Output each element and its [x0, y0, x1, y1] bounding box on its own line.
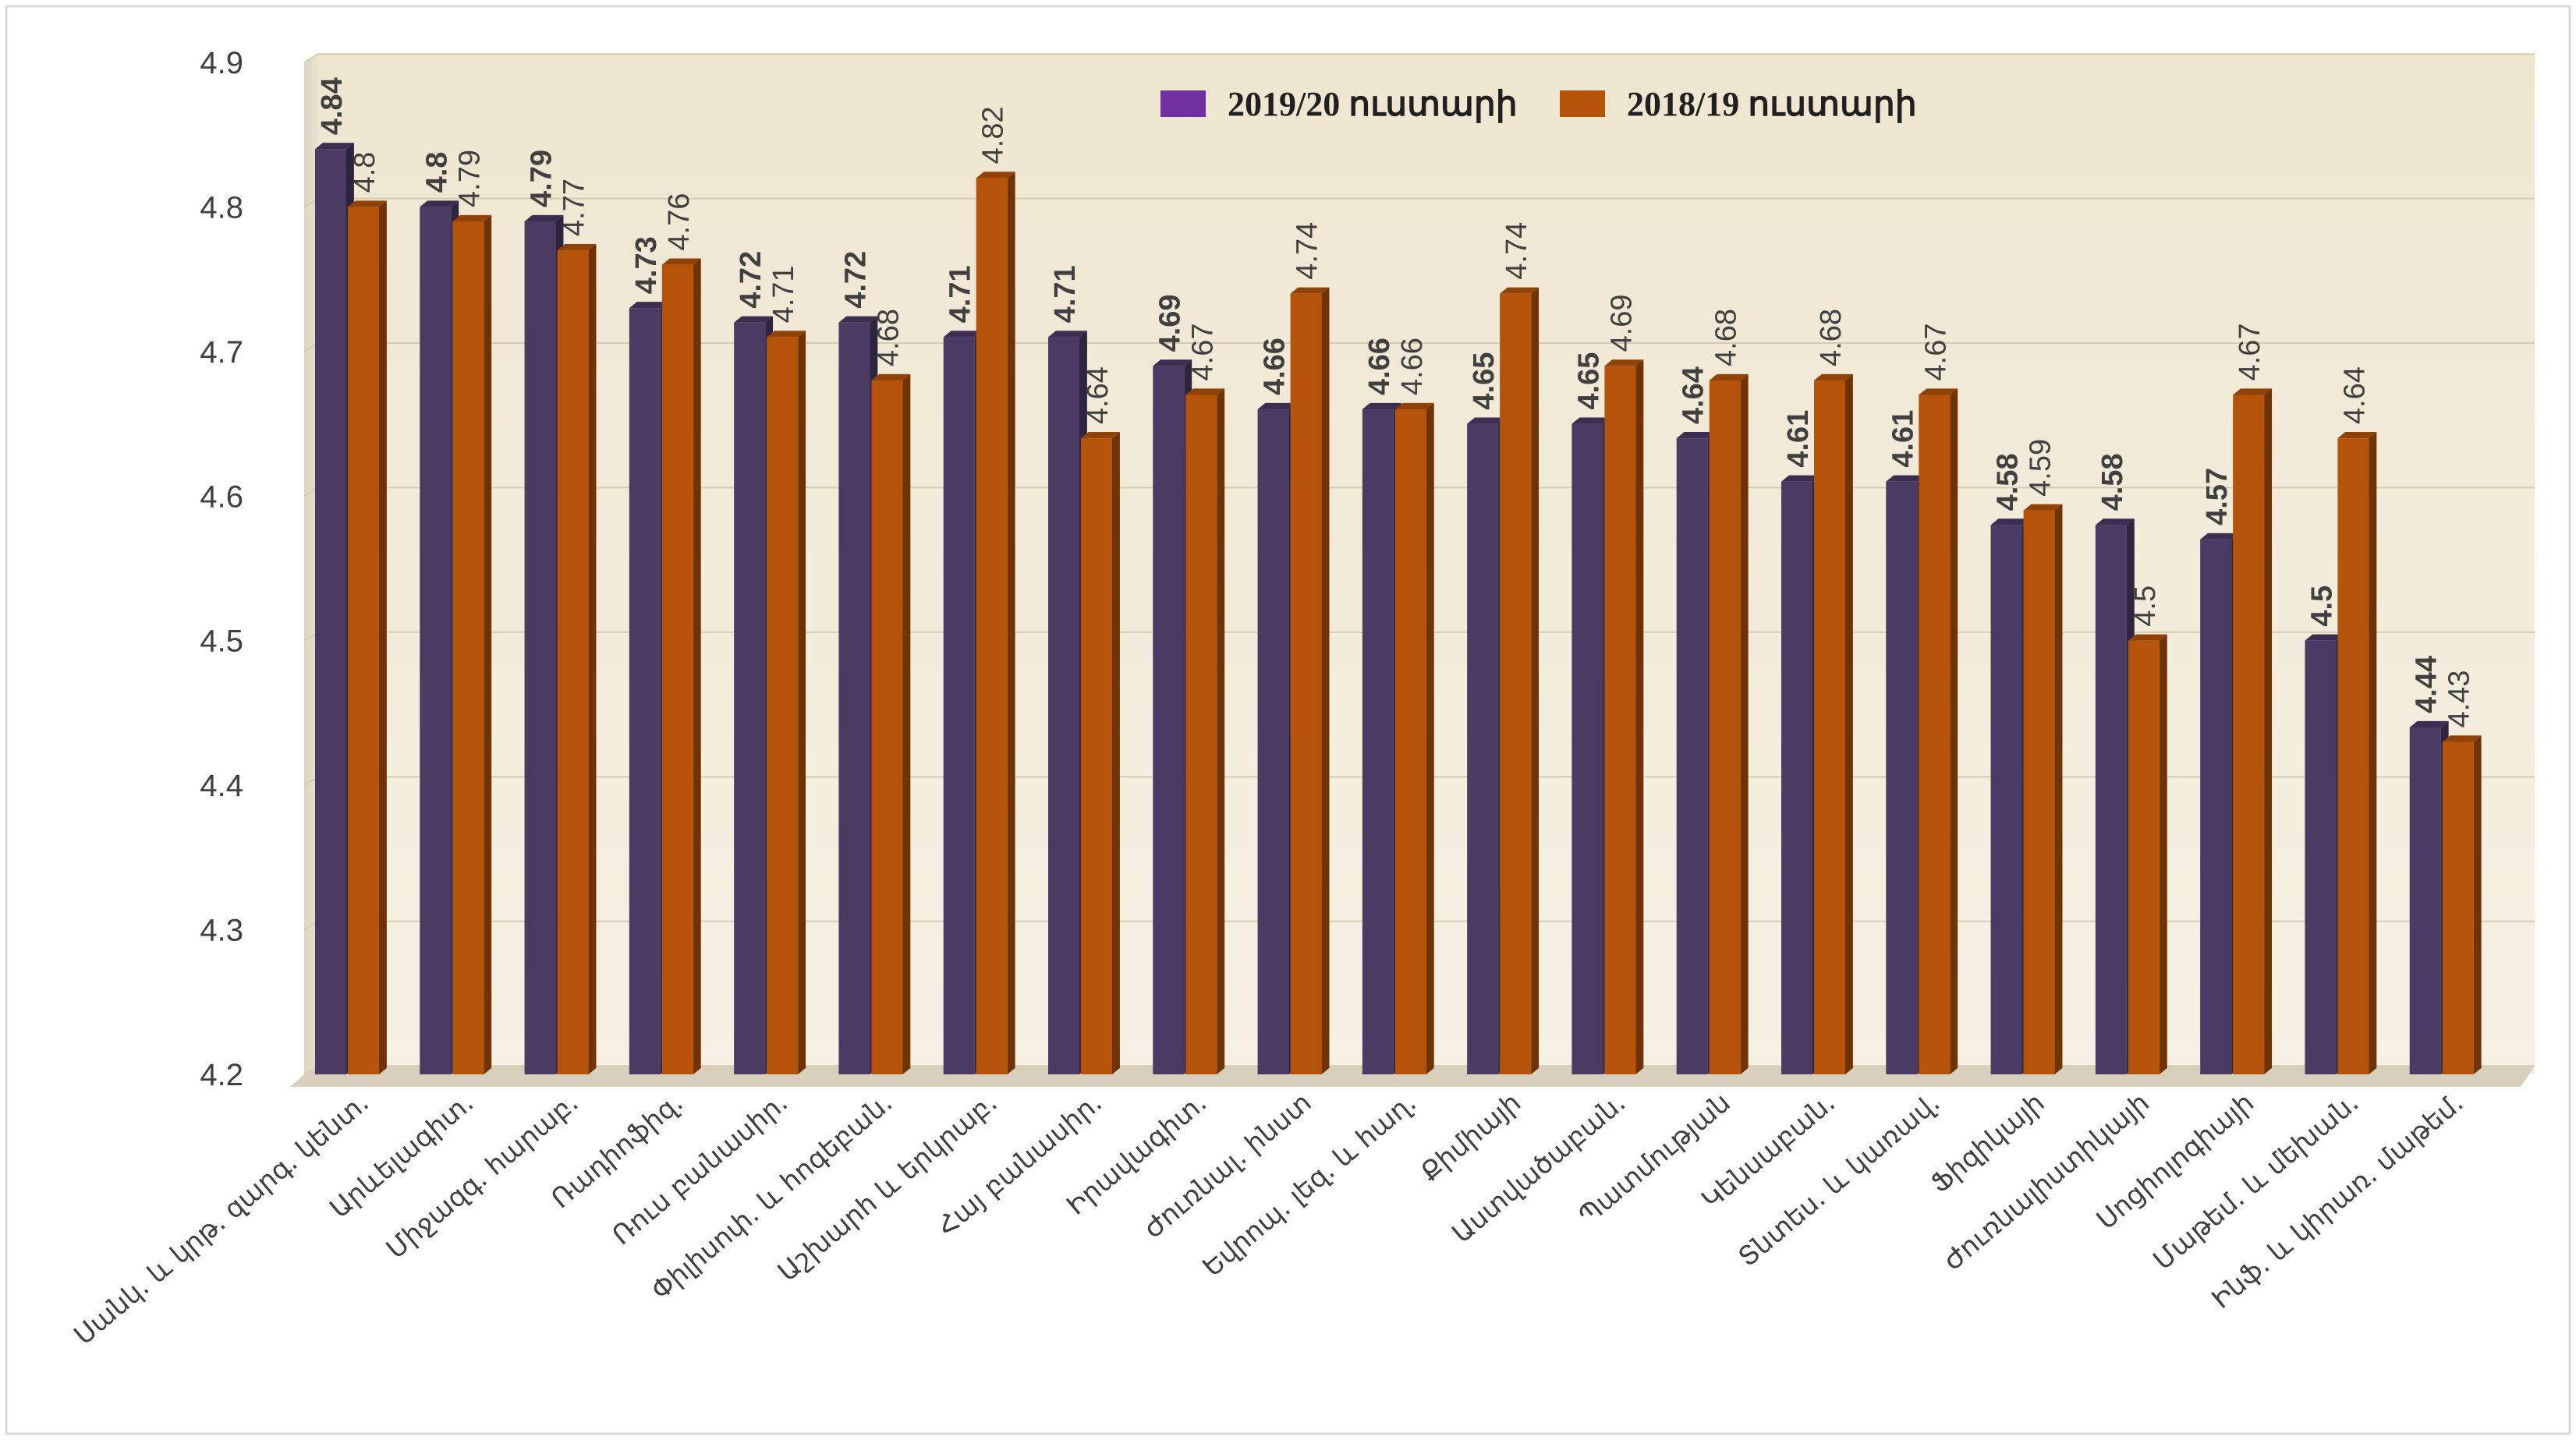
value-label: 4.64: [1678, 366, 1710, 424]
value-label: 4.76: [663, 193, 696, 251]
bar: [348, 200, 387, 1074]
y-tick-label: 4.8: [200, 190, 243, 225]
value-label: 4.5: [2305, 586, 2338, 627]
value-label: 4.65: [1468, 352, 1501, 410]
value-label: 4.84: [316, 77, 349, 135]
y-tick-label: 4.6: [200, 479, 243, 514]
value-label: 4.5: [2129, 586, 2162, 627]
y-tick-label: 4.3: [200, 914, 243, 948]
legend-swatch: [1160, 90, 1206, 117]
value-label: 4.66: [1396, 338, 1429, 395]
y-axis: 4.2 4.3 4.4 4.5 4.6 4.7 4.8 4.9: [200, 46, 243, 1092]
value-label: 4.64: [2338, 366, 2371, 424]
value-label: 4.71: [944, 265, 977, 323]
value-label: 4.65: [1572, 352, 1605, 410]
legend-swatch: [1560, 90, 1605, 117]
bar: [2442, 735, 2482, 1074]
value-label: 4.79: [453, 150, 486, 207]
y-tick-label: 4.7: [200, 335, 243, 370]
value-label: 4.61: [1782, 410, 1815, 468]
bar: [2023, 504, 2063, 1074]
bar: [767, 331, 806, 1074]
value-label: 4.72: [735, 251, 767, 309]
value-label: 4.57: [2201, 468, 2234, 525]
bar: [452, 214, 492, 1074]
y-tick-label: 4.2: [200, 1058, 243, 1092]
value-label: 4.71: [1049, 265, 1082, 323]
bar: [1919, 388, 1958, 1074]
value-label: 4.69: [1153, 294, 1186, 352]
bar: [2128, 634, 2167, 1074]
y-tick-label: 4.5: [200, 624, 243, 659]
bar: [1081, 432, 1120, 1074]
bars: [315, 143, 2482, 1075]
value-label: 4.8: [420, 152, 453, 193]
bar: [1290, 287, 1330, 1075]
bar: [1394, 402, 1434, 1074]
legend: 2019/20 ուստարի 2018/19 ուստարի: [1160, 85, 1917, 123]
value-label: 4.58: [1992, 453, 2025, 511]
value-label: 4.58: [2096, 453, 2129, 511]
value-label: 4.73: [630, 236, 663, 294]
value-label: 4.44: [2411, 656, 2443, 713]
bar: [1814, 373, 1853, 1074]
bar: [2337, 432, 2377, 1074]
value-label: 4.67: [2234, 324, 2266, 381]
gridline-side: [303, 53, 319, 63]
value-label: 4.74: [1501, 222, 1533, 280]
value-label: 4.79: [526, 150, 558, 207]
value-label: 4.66: [1259, 338, 1292, 395]
value-label: 4.68: [1815, 309, 1848, 366]
value-label: 4.67: [1186, 324, 1219, 381]
value-label: 4.59: [2025, 439, 2057, 497]
bar: [1185, 388, 1225, 1074]
value-label: 4.64: [1082, 366, 1114, 424]
value-label: 4.71: [767, 265, 800, 323]
bar: [557, 243, 597, 1074]
bar: [1709, 373, 1749, 1074]
value-label: 4.82: [977, 106, 1010, 164]
y-tick-label: 4.9: [200, 46, 243, 80]
bar: [661, 258, 701, 1075]
value-label: 4.67: [1919, 324, 1952, 381]
bar: [976, 172, 1015, 1074]
value-labels: 4.844.8 4.8 4.79 4.794.774.734.764.72 4.71 4.…: [316, 77, 2476, 727]
value-label: 4.8: [349, 152, 381, 193]
value-label: 4.74: [1292, 222, 1324, 280]
side-wall: [304, 54, 318, 1075]
legend-item: 2019/20 ուստարի: [1160, 85, 1518, 123]
value-label: 4.43: [2443, 670, 2476, 728]
bar: [871, 373, 911, 1074]
value-label: 4.66: [1363, 338, 1396, 395]
legend-label: 2018/19 ուստարի: [1627, 85, 1917, 123]
value-label: 4.68: [872, 309, 905, 366]
value-label: 4.72: [839, 251, 872, 309]
value-label: 4.77: [558, 179, 591, 236]
legend-item: 2018/19 ուստարի: [1560, 85, 1917, 123]
bar: [1500, 287, 1540, 1075]
bar: [2233, 388, 2273, 1074]
value-label: 4.69: [1605, 294, 1638, 352]
bar: [1604, 359, 1644, 1074]
y-tick-label: 4.4: [200, 769, 243, 803]
value-label: 4.68: [1710, 309, 1743, 366]
value-label: 4.61: [1887, 410, 1919, 468]
legend-label: 2019/20 ուստարի: [1228, 85, 1518, 123]
